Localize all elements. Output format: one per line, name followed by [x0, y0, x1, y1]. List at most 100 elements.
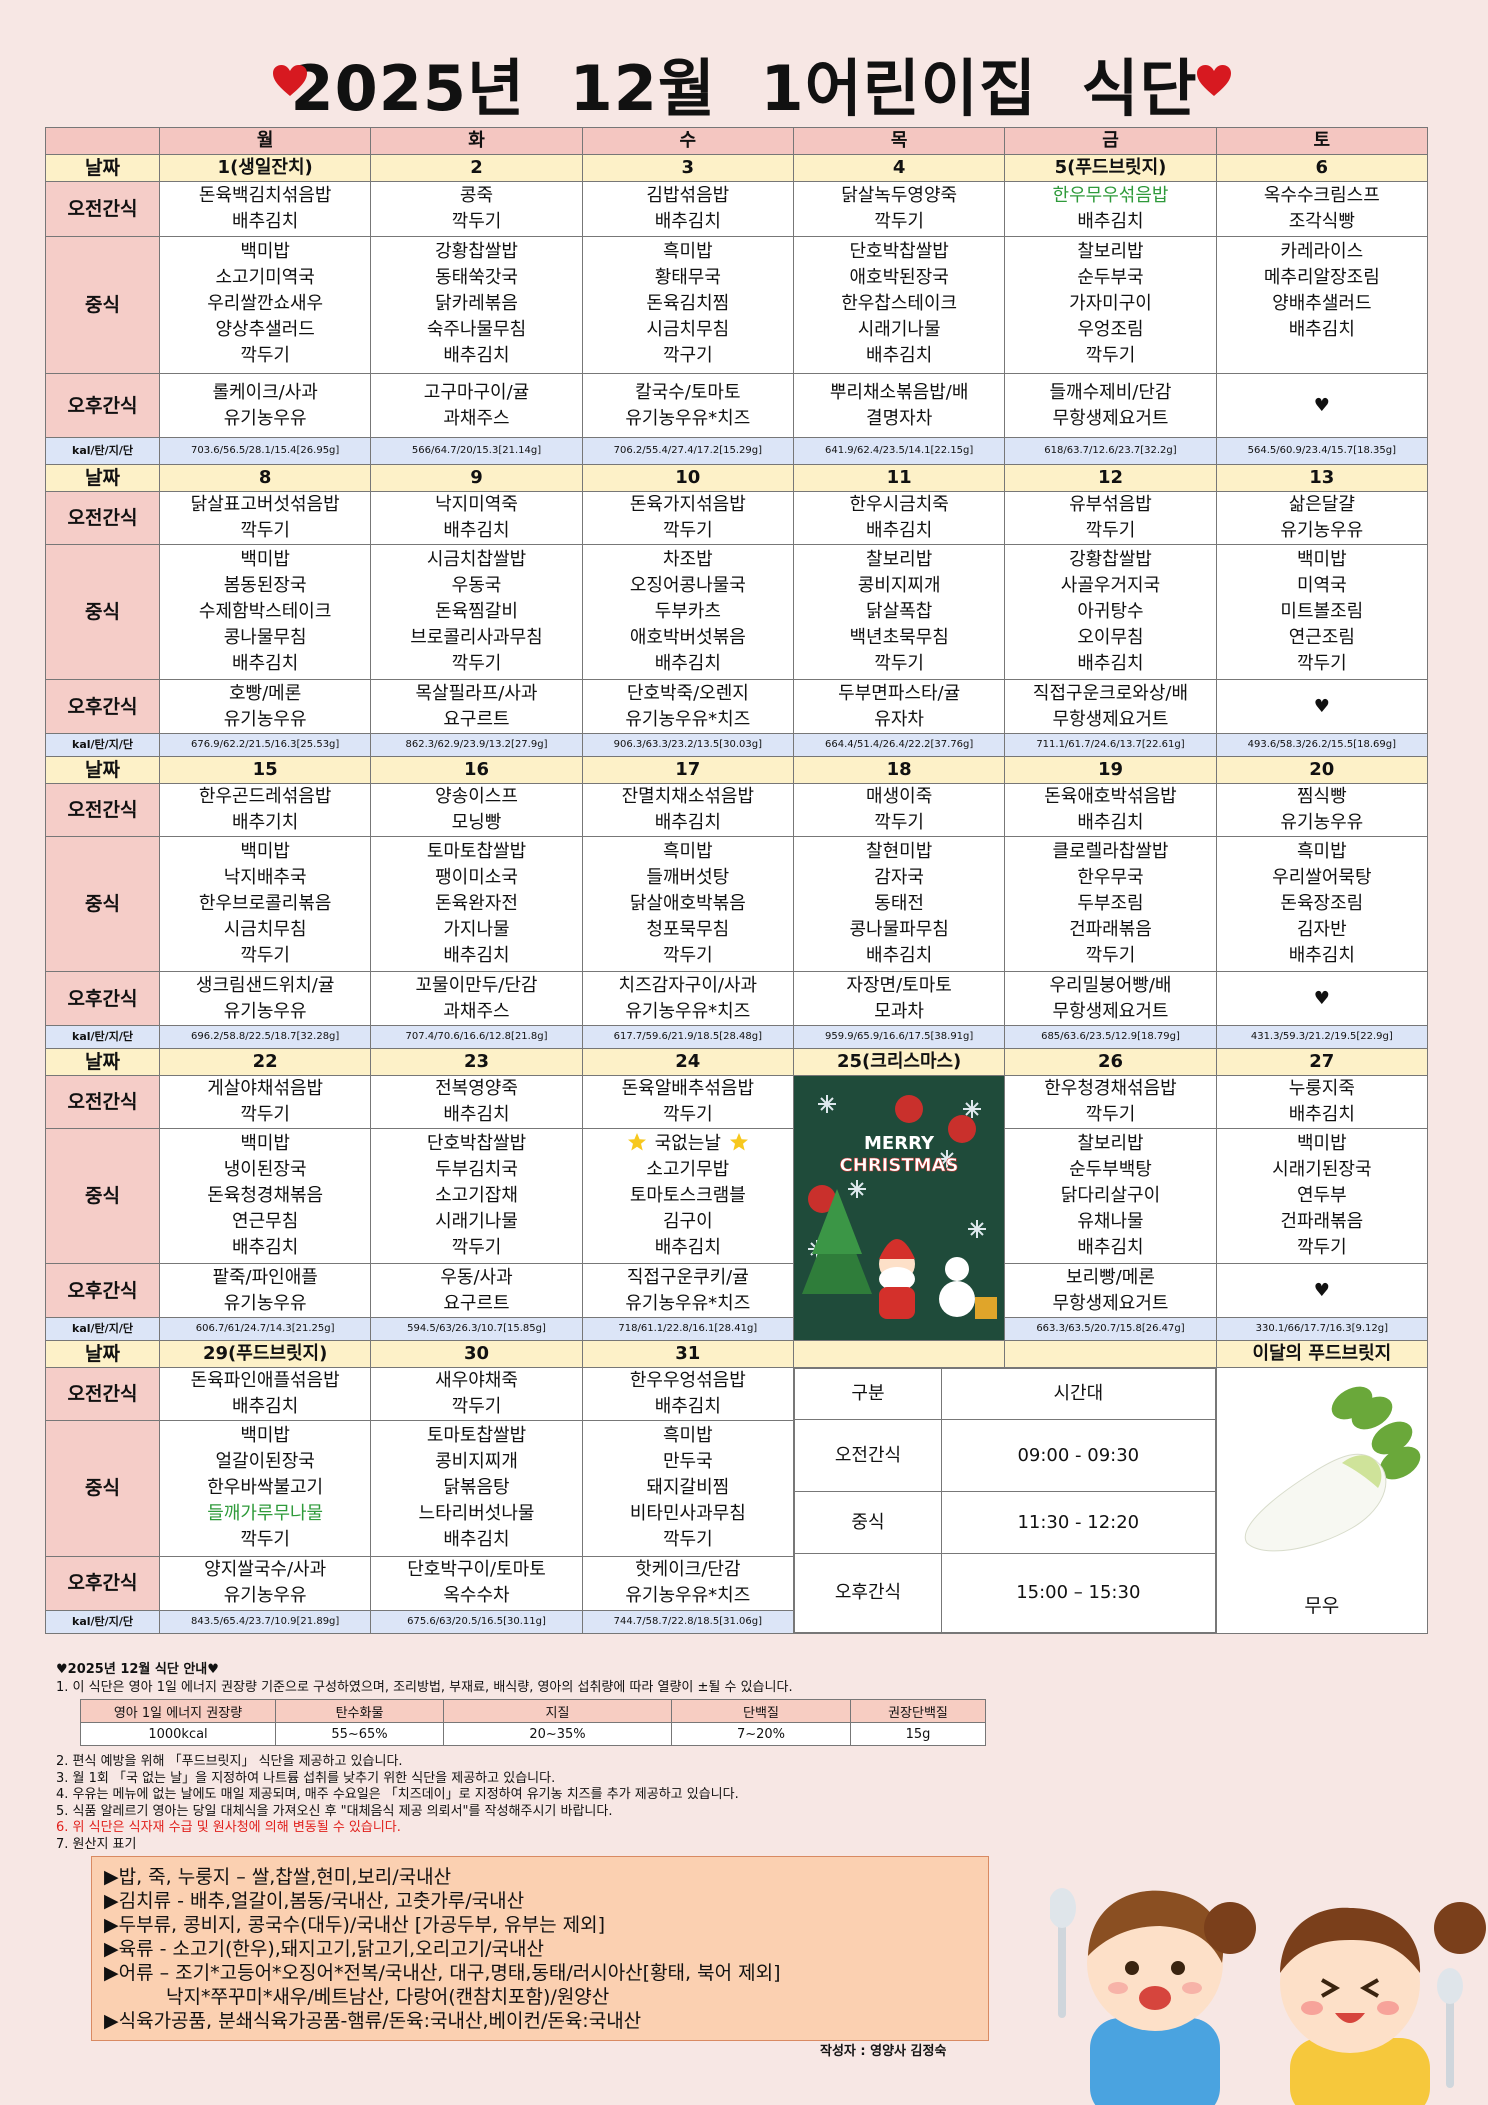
- lunch-cell: 강황찹쌀밥 동태쑥갓국 닭카레볶음 숙주나물무침 배추김치: [370, 236, 583, 374]
- menu-item: ♥: [1313, 394, 1330, 416]
- menu-item: 배추김치: [1288, 945, 1355, 966]
- am-cell: 돈육가지섞음밥 깍두기: [581, 491, 794, 545]
- menu-item: 매생이죽: [866, 786, 933, 807]
- date-cell: 19: [1004, 756, 1217, 784]
- menu-item: 배추김치: [443, 345, 510, 366]
- menu-item: 흑미밥: [662, 841, 713, 862]
- schedule-cell: 15:00 – 15:30: [940, 1553, 1216, 1633]
- menu-item: 깍두기: [662, 945, 713, 966]
- radish-image: [1244, 1386, 1421, 1551]
- date-cell: 3: [581, 154, 794, 182]
- menu-item: 자장면/토마토: [846, 974, 952, 996]
- energy-cell: 7~20%: [671, 1722, 851, 1746]
- author: 작성자 : 영양사 김정숙: [820, 2044, 947, 2059]
- date-cell: 4: [792, 154, 1006, 182]
- menu-item: 한우무국: [1077, 867, 1144, 888]
- menu-item: 삶은달걀: [1288, 494, 1355, 515]
- am-cell: 낙지미역죽 배추김치: [370, 491, 583, 545]
- lunch-cell: 토마토찹쌀밥 콩비지찌개 닭볶음탕 느타리버섯나물 배추김치: [370, 1420, 583, 1557]
- lunch-cell: 백미밥 미역국 미트볼조림 연근조림 깍두기: [1215, 544, 1429, 680]
- menu-item: 생크림샌드위치/귤: [195, 974, 335, 996]
- energy-header: 탄수화물: [275, 1699, 444, 1723]
- nutrition-cell: 906.3/63.3/23.2/13.5[30.03g]: [581, 733, 794, 757]
- menu-item: 유기농우유*치즈: [625, 1000, 751, 1022]
- am-cell: 유부섞음밥 깍두기: [1004, 491, 1217, 545]
- nutrition-cell: 706.2/55.4/27.4/17.2[15.29g]: [581, 437, 794, 465]
- menu-item: 백미밥: [240, 1425, 290, 1447]
- menu-item: 깍두기: [240, 345, 290, 366]
- origin-line: ▶두부류, 콩비지, 콩국수(대두)/국내산 [가공두부, 유부는 제외]: [104, 1914, 606, 1936]
- menu-item: 배추김치: [232, 1396, 299, 1418]
- am-cell: 잔멸치채소섞음밥 배추김치: [581, 783, 794, 837]
- lunch-cell: 찰보리밥 순두부백탕 닭다리살구이 유채나물 배추김치: [1004, 1128, 1217, 1264]
- menu-item: 배추김치: [654, 812, 721, 833]
- menu-item: 배추김치: [1077, 812, 1144, 833]
- menu-item: 단호박구이/토마토: [407, 1559, 546, 1581]
- pm-cell: 직접구운크로와상/배 무항생제요거트: [1004, 679, 1217, 734]
- menu-item: 배추김치: [654, 211, 721, 232]
- menu-item: 토마토스크램블: [629, 1185, 746, 1206]
- menu-item: 미역국: [1296, 575, 1347, 596]
- menu-item: 닭다리살구이: [1060, 1185, 1161, 1206]
- menu-item: 유기농우유*치즈: [625, 708, 751, 730]
- menu-item: 배추김치: [866, 345, 933, 366]
- pm-cell: 호빵/메론 유기농우유: [158, 679, 372, 734]
- ornament: [807, 1185, 836, 1213]
- menu-item-text: 국없는날: [654, 1133, 721, 1154]
- food-bridge-item: 무우: [1304, 1594, 1340, 1617]
- schedule-cell: 09:00 - 09:30: [940, 1419, 1216, 1492]
- am-cell: 찜식빵 유기농우유: [1215, 783, 1429, 837]
- menu-item: 배추기치: [232, 812, 299, 833]
- row-label: 날짜: [45, 1340, 160, 1368]
- schedule-cell: 오전간식: [794, 1419, 942, 1492]
- menu-item: 얼갈이된장국: [215, 1451, 315, 1473]
- date-cell: 5(푸드브릿지): [1004, 154, 1217, 182]
- table-row: 오전간식 돈육파인애플섞음밥 배추김치 새우야채죽 깍두기 한우우엉섞음밥 배추김치 구분 시간…: [45, 1366, 1429, 1634]
- menu-item: 깍두기: [240, 520, 290, 541]
- menu-item: 두부조림: [1077, 893, 1144, 914]
- menu-item: 배추김치: [866, 520, 933, 541]
- santa-beard: [878, 1267, 915, 1291]
- nutrition-cell: 718/61.1/22.8/16.1[28.41g]: [581, 1317, 794, 1341]
- menu-item: 깍두기: [1085, 520, 1136, 541]
- menu-item: 백미밥: [240, 1133, 290, 1154]
- menu-item: 보리빵/메론: [1066, 1266, 1155, 1288]
- date-cell: [792, 1340, 1006, 1368]
- am-cell: 매생이죽 깍두기: [792, 783, 1006, 837]
- lunch-cell: 클로렐라찹쌀밥 한우무국 두부조림 건파래볶음 깍두기: [1004, 836, 1217, 972]
- menu-item: 찰보리밥: [1077, 1133, 1144, 1154]
- table-row: 날짜 1(생일잔치) 2 3 4 5(푸드브릿지) 6: [45, 154, 1429, 182]
- table-row: kal/탄/지/단 703.6/56.5/28.1/15.4[26.95g] 566…: [45, 437, 1429, 465]
- menu-item: 두부면파스타/귤: [838, 682, 961, 704]
- menu-item: 전복영양죽: [435, 1078, 518, 1099]
- nutrition-cell: 618/63.7/12.6/23.7[32.2g]: [1004, 437, 1217, 465]
- date-cell: 20: [1215, 756, 1429, 784]
- nutrition-cell: 711.1/61.7/24.6/13.7[22.61g]: [1004, 733, 1217, 757]
- menu-item: 옥수수차: [443, 1585, 510, 1607]
- am-cell: 삶은달걀 유기농우유: [1215, 491, 1429, 545]
- menu-item: 김자반: [1296, 919, 1347, 940]
- menu-item: 배추김치: [654, 1237, 721, 1258]
- heart-icon: [273, 65, 307, 96]
- menu-item: 한우시금치죽: [849, 494, 949, 515]
- menu-item: 돈육가지섞음밥: [629, 494, 746, 515]
- menu-item-text: 한우무우섞음밥: [1052, 185, 1169, 206]
- nutrition-cell: 431.3/59.3/21.2/19.5[22.9g]: [1215, 1025, 1429, 1049]
- menu-item: 돈육애호박섞음밥: [1044, 786, 1177, 807]
- energy-cell: 1000kcal: [80, 1722, 276, 1746]
- table-row: 오전간식 돈육백김치섞음밥 배추김치 콩죽 깍두기 김밥섞음밥 배추김치 닭살녹두영양죽 깍두기…: [45, 181, 1429, 237]
- am-cell: 옥수수크림스프 조각식빵: [1215, 181, 1429, 237]
- xmas-text: CHRISTMAS: [839, 1155, 958, 1176]
- pm-cell: 보리빵/메론 무항생제요거트: [1004, 1263, 1217, 1318]
- table-row: 오후간식 팥죽/파인애플 유기농우유 우동/사과 요구르트 직접구운쿠키/귤 유기농우유*치…: [45, 1263, 1429, 1318]
- menu-item: 양지쌀국수/사과: [204, 1559, 327, 1581]
- row-label: 오후간식: [45, 971, 160, 1026]
- menu-item: 소고기무밥: [646, 1159, 730, 1180]
- menu-item: 단호박찹쌀밥: [426, 1133, 527, 1154]
- nutrition-cell: 843.5/65.4/23.7/10.9[21.89g]: [158, 1609, 372, 1635]
- am-cell: 한우곤드레섞음밥 배추기치: [158, 783, 372, 837]
- day-header: 토: [1215, 127, 1429, 155]
- pm-cell: 팥죽/파인애플 유기농우유: [158, 1263, 372, 1318]
- nutrition-cell: 566/64.7/20/15.3[21.14g]: [370, 437, 583, 465]
